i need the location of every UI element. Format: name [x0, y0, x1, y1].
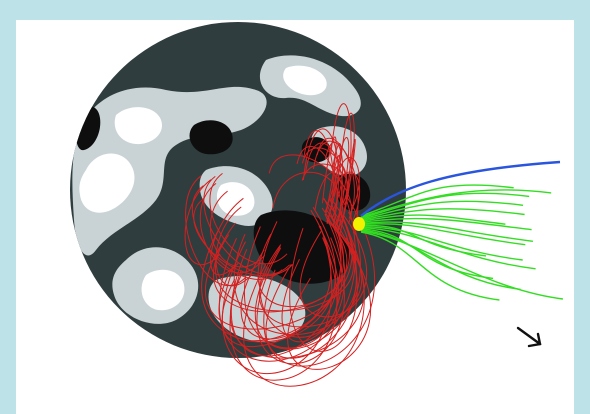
closed-field-line [243, 198, 346, 349]
open-field-line [360, 217, 532, 231]
closed-field-line [305, 142, 344, 232]
closed-field-line [299, 215, 367, 318]
closed-field-line [205, 198, 353, 330]
open-field-line-highlight [360, 160, 561, 217]
closed-field-line [209, 173, 288, 265]
sphere-black-region [336, 173, 371, 212]
open-field-line [360, 192, 530, 219]
closed-field-line [210, 197, 244, 276]
closed-field-line [331, 171, 361, 221]
closed-field-line [218, 197, 356, 362]
closed-field-line [229, 237, 338, 381]
closed-field-line [296, 146, 338, 219]
closed-field-line [222, 225, 333, 374]
closed-field-line [203, 176, 290, 275]
closed-field-line [330, 103, 352, 219]
open-field-line [360, 214, 506, 225]
open-field-line [360, 200, 524, 220]
footpoint-marker [353, 217, 365, 231]
sphere-white-region [79, 153, 135, 213]
closed-field-line [272, 171, 342, 224]
closed-field-line [184, 179, 221, 265]
closed-field-line [263, 194, 376, 367]
sphere-black-region [253, 210, 351, 284]
closed-field-line [215, 218, 354, 312]
open-field-line [360, 223, 526, 246]
open-field-line [360, 230, 563, 300]
closed-field-line [340, 112, 355, 217]
closed-field-line [337, 157, 360, 211]
closed-field-line [259, 221, 339, 338]
open-field-line [360, 221, 533, 242]
closed-field-line [256, 237, 345, 365]
closed-field-line [287, 231, 372, 370]
closed-field-line [215, 206, 253, 287]
open-field-lines [360, 184, 563, 301]
open-field-line [360, 228, 494, 280]
sphere [70, 22, 406, 358]
open-field-line [360, 227, 536, 270]
closed-field-line [185, 175, 247, 286]
open-field-line [360, 226, 523, 261]
sphere-surface-pattern [72, 55, 371, 343]
sphere-white-region [283, 65, 327, 96]
closed-field-line [255, 211, 361, 350]
figure-panel [16, 20, 574, 414]
closed-field-line [289, 208, 358, 352]
open-field-line [360, 208, 525, 221]
sphere-white-region [141, 269, 185, 311]
closed-field-line [316, 138, 355, 219]
open-field-line [360, 189, 552, 218]
arrow-down-right-icon [516, 326, 542, 348]
closed-field-line [191, 185, 283, 280]
closed-field-line [243, 231, 365, 387]
sphere-black-region [189, 120, 233, 155]
closed-field-line [324, 155, 340, 213]
open-field-line [360, 184, 514, 217]
magnetic-field-diagram [70, 22, 563, 387]
closed-field-line [301, 147, 348, 206]
sphere-white-region [216, 182, 255, 216]
open-field-line [360, 231, 500, 301]
closed-field-line [201, 206, 337, 343]
closed-field-lines [184, 103, 376, 387]
closed-field-line [209, 190, 266, 268]
open-field-line [360, 229, 521, 291]
closed-field-line [230, 196, 342, 357]
sphere-white-region [114, 107, 162, 145]
